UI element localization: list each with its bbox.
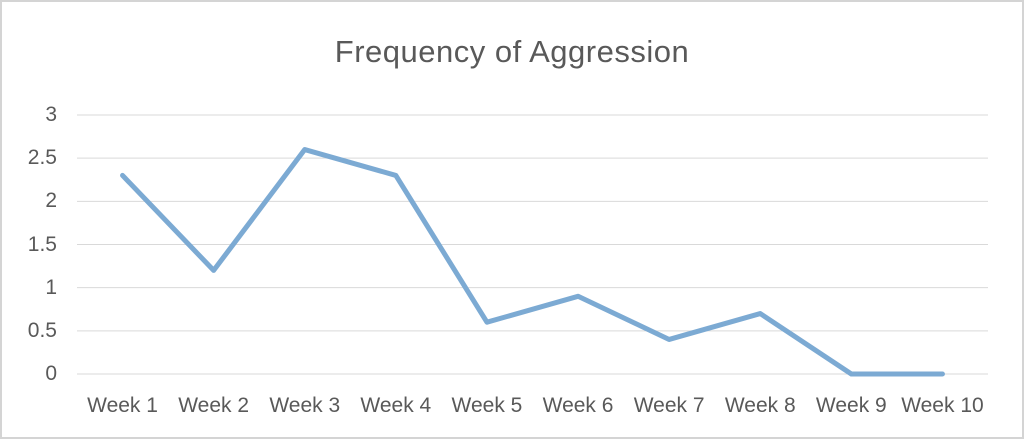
x-axis-category-label: Week 3: [269, 394, 341, 417]
y-axis-tick-label: 0.5: [27, 318, 57, 342]
y-axis-tick-label: 1.5: [27, 232, 57, 256]
x-axis-category-label: Week 7: [633, 394, 705, 417]
x-axis-category-label: Week 6: [542, 394, 614, 417]
x-axis-category-label: Week 10: [901, 394, 984, 417]
gridlines-group: [77, 114, 988, 375]
x-axis-category-label: Week 9: [815, 394, 887, 417]
chart-title: Frequency of Aggression: [334, 34, 690, 69]
x-axis-category-label: Week 4: [360, 394, 432, 417]
y-axis-tick-label: 1: [45, 275, 57, 299]
y-axis-tick-label: 2.5: [27, 146, 57, 170]
x-axis-category-label: Week 5: [451, 394, 523, 417]
y-axis-tick-label: 0: [45, 362, 57, 385]
y-axis-tick-label: 3: [45, 103, 57, 126]
series-group: [120, 147, 945, 377]
x-axis-category-label: Week 2: [178, 394, 250, 417]
y-axis-tick-label: 2: [45, 189, 57, 213]
x-axis-category-label: Week 1: [87, 394, 158, 417]
aggression-line-series: [120, 147, 945, 377]
x-axis-category-label: Week 8: [724, 394, 796, 417]
